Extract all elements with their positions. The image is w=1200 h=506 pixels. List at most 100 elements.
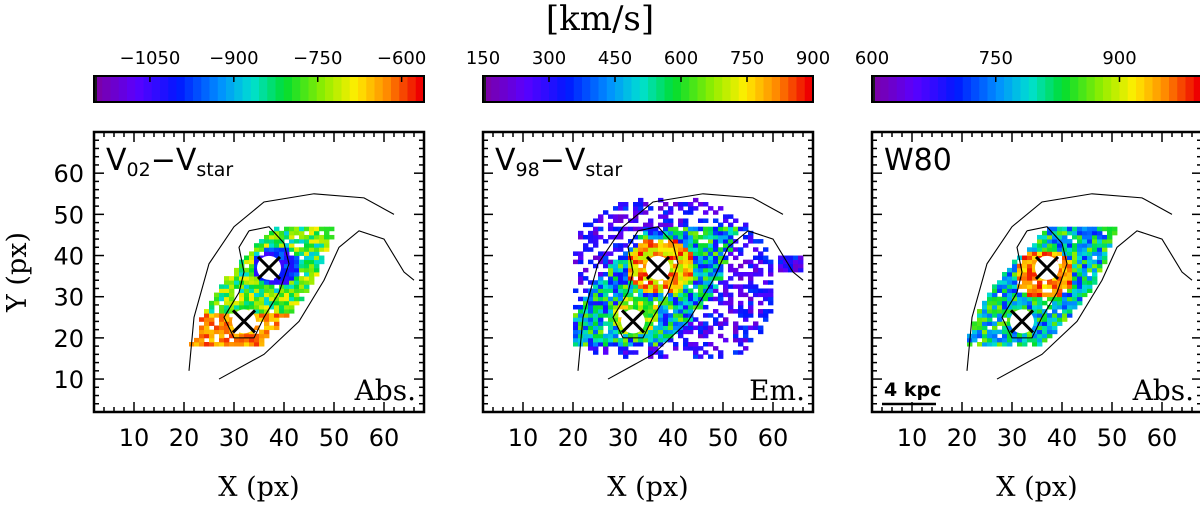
colorbar-segment — [1119, 76, 1129, 102]
map-pixel — [294, 292, 300, 298]
map-pixel — [254, 342, 260, 347]
map-pixel — [618, 284, 624, 289]
map-pixel — [204, 333, 210, 339]
colorbar-segment — [1094, 76, 1104, 102]
map-pixel — [593, 288, 599, 293]
map-pixel — [758, 255, 764, 261]
map-pixel — [613, 276, 619, 281]
map-pixel — [578, 325, 584, 331]
map-pixel — [603, 210, 609, 215]
map-pixel — [279, 247, 285, 252]
map-pixel — [1032, 255, 1038, 261]
map-pixel — [768, 309, 774, 314]
map-pixel — [673, 313, 679, 318]
map-pixel — [623, 284, 629, 289]
map-pixel — [698, 321, 704, 326]
map-pixel — [593, 313, 599, 318]
x-axis-label: X (px) — [996, 472, 1077, 503]
marker-cross — [231, 309, 257, 334]
map-pixel — [1032, 325, 1038, 331]
map-pixel — [628, 239, 634, 244]
method-label: Abs. — [1132, 374, 1194, 407]
map-pixel — [643, 243, 649, 248]
map-pixel — [608, 321, 614, 326]
map-pixel — [1052, 321, 1058, 326]
map-pixel — [299, 247, 305, 252]
map-pixel — [1052, 313, 1058, 318]
marker-cross — [256, 255, 282, 280]
map-pixel — [299, 230, 305, 236]
map-pixel — [743, 222, 749, 228]
map-pixel — [748, 313, 754, 318]
colorbar-segment — [341, 76, 351, 102]
map-pixel — [573, 317, 579, 322]
colorbar-segment — [763, 76, 773, 102]
map-pixel — [618, 267, 624, 273]
map-pixel — [244, 267, 250, 273]
map-pixel — [1097, 234, 1103, 240]
map-pixel — [638, 342, 644, 347]
map-pixel — [578, 296, 584, 302]
map-pixel — [304, 288, 310, 293]
map-pixel — [648, 325, 654, 331]
map-pixel — [623, 296, 629, 302]
map-pixel — [698, 218, 704, 223]
map-pixel — [239, 292, 245, 298]
map-pixel — [673, 317, 679, 322]
map-pixel — [1107, 226, 1113, 232]
map-pixel — [628, 296, 634, 302]
map-pixel — [643, 272, 649, 277]
map-pixel — [1072, 251, 1078, 256]
map-pixel — [992, 321, 998, 326]
colorbar-segment — [151, 76, 161, 102]
map-pixel — [718, 230, 724, 236]
map-pixel — [304, 251, 310, 256]
map-pixel — [718, 300, 724, 306]
colorbar-segment — [275, 76, 285, 102]
map-pixel — [778, 263, 784, 269]
map-pixel — [678, 300, 684, 306]
map-pixel — [598, 288, 604, 293]
map-pixel — [264, 300, 270, 306]
map-pixel — [319, 259, 325, 265]
map-pixel — [573, 329, 579, 335]
map-pixel — [653, 317, 659, 322]
map-pixel — [638, 329, 644, 335]
map-pixel — [728, 234, 734, 240]
map-pixel — [229, 317, 235, 322]
map-pixel — [1027, 284, 1033, 289]
colorbar-segment — [938, 76, 947, 102]
map-pixel — [289, 276, 295, 281]
map-pixel — [703, 243, 709, 248]
map-pixel — [623, 280, 629, 285]
map-pixel — [1082, 239, 1088, 244]
map-pixel — [987, 292, 993, 298]
map-pixel — [1012, 337, 1018, 343]
map-pixel — [668, 263, 674, 269]
colorbar-tick-label: 600 — [855, 48, 889, 69]
map-pixel — [229, 325, 235, 331]
map-pixel — [673, 329, 679, 335]
map-pixel — [703, 304, 709, 310]
map-pixel — [1082, 276, 1088, 281]
map-pixel — [1027, 255, 1033, 261]
map-pixel — [708, 296, 714, 302]
map-pixel — [613, 329, 619, 335]
map-pixel — [982, 317, 988, 322]
contours — [966, 193, 1193, 380]
map-pixel — [623, 346, 629, 351]
map-pixel — [678, 234, 684, 240]
map-pixel — [299, 296, 305, 302]
panel-title-sub2: star — [585, 159, 622, 181]
map-pixel — [648, 218, 654, 223]
map-pixel — [1087, 251, 1093, 256]
map-pixel — [249, 255, 255, 261]
map-pixel — [1042, 333, 1048, 339]
map-pixel — [1022, 276, 1028, 281]
map-pixel — [733, 284, 739, 289]
map-pixel — [718, 234, 724, 240]
map-pixel — [643, 255, 649, 261]
map-pixel — [723, 284, 729, 289]
map-pixel — [643, 292, 649, 298]
map-pixel — [219, 288, 225, 293]
